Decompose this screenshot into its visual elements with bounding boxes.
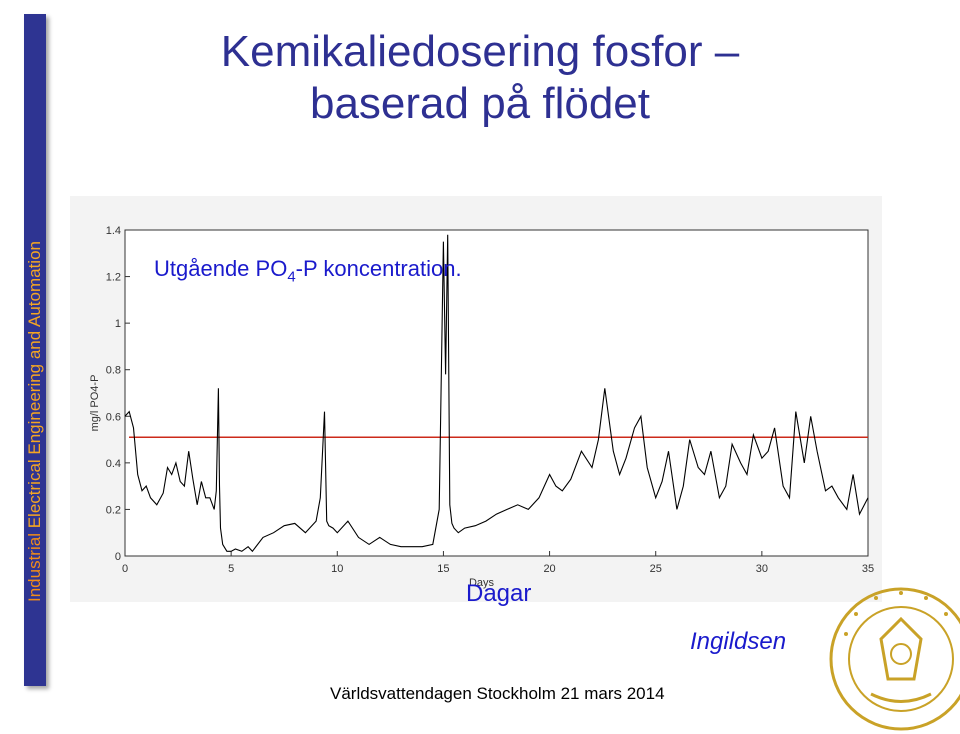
y-tick-label: 1 (115, 318, 121, 330)
x-axis-overlay-label: Dagar (466, 580, 532, 607)
x-tick-label: 5 (228, 563, 234, 575)
y-axis-label: mg/l PO4-P (89, 375, 101, 432)
slide-title-line1: Kemikaliedosering fosfor – (220, 27, 740, 76)
sidebar-label: Industrial Electrical Engineering and Au… (24, 2, 46, 602)
x-axis-label: Days (469, 577, 495, 589)
y-tick-label: 0 (115, 551, 121, 563)
x-tick-label: 25 (650, 563, 662, 575)
plot-area (124, 229, 869, 557)
sidebar-label-part1: Industrial (25, 533, 44, 602)
author-name: Ingildsen (690, 628, 787, 655)
series-line (124, 234, 869, 553)
y-tick-label: 0.2 (106, 504, 121, 516)
annotation-subscript: 4 (287, 268, 296, 286)
x-tick-label: 0 (122, 563, 128, 575)
x-tick-label: 30 (756, 563, 768, 575)
slide-footer: Världsvattendagen Stockholm 21 mars 2014 (330, 684, 665, 703)
sidebar-label-part2: Electrical Engineering and Automation (25, 241, 44, 534)
sidebar-band (24, 14, 46, 686)
x-tick-label: 15 (437, 563, 449, 575)
slide-title-line2: baserad på flödet (309, 79, 651, 128)
x-tick-label: 10 (331, 563, 343, 575)
slide-title: Kemikaliedosering fosfor – baserad på fl… (80, 26, 880, 130)
chart-panel: 0 5 10 15 20 25 30 35 0 0.2 0.4 0.6 0.8 1 1.2 1.4 Days … (70, 196, 882, 602)
x-tick-label: 20 (543, 563, 555, 575)
x-tick-label: 35 (862, 563, 874, 575)
annotation-suffix: -P koncentration. (295, 256, 462, 281)
y-tick-label: 0.8 (106, 365, 121, 377)
y-tick-label: 0.6 (106, 411, 121, 423)
axes: 0 5 10 15 20 25 30 35 0 0.2 0.4 0.6 0.8 1 1.2 1.4 (106, 225, 874, 575)
chart-annotation: Utgående PO4-P koncentration. (154, 256, 462, 285)
y-tick-label: 1.2 (106, 272, 121, 284)
y-tick-label: 1.4 (106, 225, 121, 237)
y-tick-label: 0.4 (106, 458, 121, 470)
university-seal-icon (829, 587, 960, 731)
annotation-prefix: Utgående PO (154, 256, 288, 281)
